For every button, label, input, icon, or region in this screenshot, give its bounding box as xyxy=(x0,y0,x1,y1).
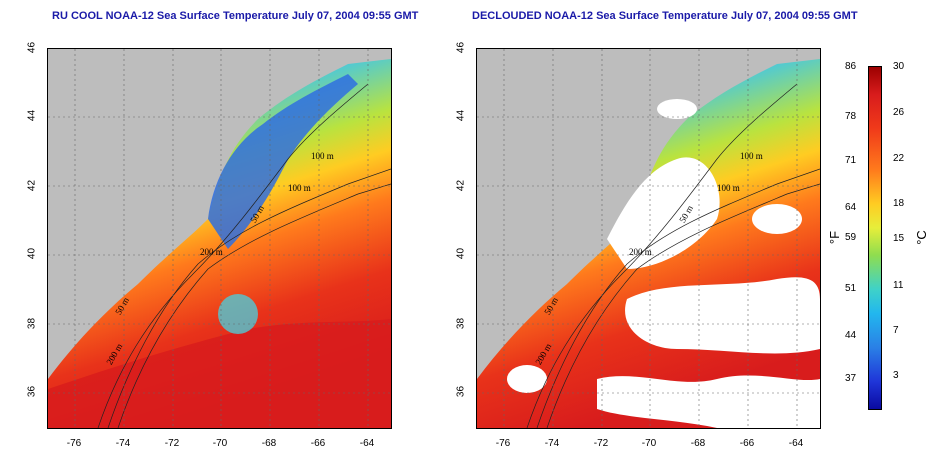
lon-tick: -74 xyxy=(115,438,131,449)
lon-tick: -66 xyxy=(739,438,755,449)
celsius-tick: 30 xyxy=(893,61,905,72)
colorbar xyxy=(868,66,882,410)
cold-water-patch xyxy=(208,74,358,249)
contour-label: 200 m xyxy=(629,247,652,257)
lat-tick: 40 xyxy=(455,247,467,260)
lat-tick: 46 xyxy=(455,41,467,54)
contour-label: 100 m xyxy=(311,151,334,161)
lat-tick: 44 xyxy=(455,109,467,122)
fahrenheit-tick: 44 xyxy=(845,330,857,341)
fahrenheit-tick: 86 xyxy=(845,61,857,72)
lon-tick: -64 xyxy=(359,438,375,449)
celsius-tick: 3 xyxy=(893,370,899,381)
contour-lines xyxy=(526,83,820,428)
celsius-tick: 11 xyxy=(893,280,904,291)
grid-lines xyxy=(477,49,820,428)
lat-tick: 38 xyxy=(455,317,467,330)
lon-tick: -72 xyxy=(164,438,180,449)
contour-label: 100 m xyxy=(740,151,763,161)
lat-tick: 42 xyxy=(455,179,467,192)
lon-tick: -76 xyxy=(66,438,82,449)
celsius-tick: 22 xyxy=(893,153,905,164)
celsius-tick: 15 xyxy=(893,233,905,244)
lon-tick: -68 xyxy=(690,438,706,449)
cloud-mask xyxy=(507,99,820,428)
fahrenheit-tick: 64 xyxy=(845,202,857,213)
lon-tick: -64 xyxy=(788,438,804,449)
contour-label: 100 m xyxy=(288,183,311,193)
lon-tick: -72 xyxy=(593,438,609,449)
celsius-tick: 18 xyxy=(893,198,905,209)
fahrenheit-tick: 51 xyxy=(845,283,857,294)
contour-label: 100 m xyxy=(717,183,740,193)
fahrenheit-tick: 37 xyxy=(845,373,857,384)
right-map-title: DECLOUDED NOAA-12 Sea Surface Temperatur… xyxy=(472,10,858,22)
fahrenheit-tick: 59 xyxy=(845,232,857,243)
contour-lines xyxy=(97,83,391,428)
right-sst-map: 100 m 100 m 50 m 200 m 50 m 200 m xyxy=(476,48,821,429)
lat-tick: 46 xyxy=(26,41,38,54)
lat-tick: 42 xyxy=(26,179,38,192)
grid-lines xyxy=(48,49,391,428)
lon-tick: -70 xyxy=(641,438,657,449)
fahrenheit-unit-label: °F xyxy=(827,230,843,245)
fahrenheit-tick: 78 xyxy=(845,111,857,122)
lat-tick: 44 xyxy=(26,109,38,122)
left-sst-map: 100 m 100 m 50 m 200 m 50 m 200 m xyxy=(47,48,392,429)
lon-tick: -70 xyxy=(212,438,228,449)
lon-tick: -76 xyxy=(495,438,511,449)
left-map-title: RU COOL NOAA-12 Sea Surface Temperature … xyxy=(52,10,419,22)
fahrenheit-tick: 71 xyxy=(845,155,857,166)
lon-tick: -66 xyxy=(310,438,326,449)
contour-label: 200 m xyxy=(200,247,223,257)
lat-tick: 38 xyxy=(26,317,38,330)
lat-tick: 36 xyxy=(455,385,467,398)
lat-tick: 40 xyxy=(26,247,38,260)
lon-tick: -74 xyxy=(544,438,560,449)
eddy xyxy=(218,294,258,334)
celsius-tick: 26 xyxy=(893,107,905,118)
celsius-tick: 7 xyxy=(893,325,899,336)
celsius-unit-label: °C xyxy=(913,230,929,245)
lon-tick: -68 xyxy=(261,438,277,449)
lat-tick: 36 xyxy=(26,385,38,398)
warm-water-patch xyxy=(48,319,391,428)
